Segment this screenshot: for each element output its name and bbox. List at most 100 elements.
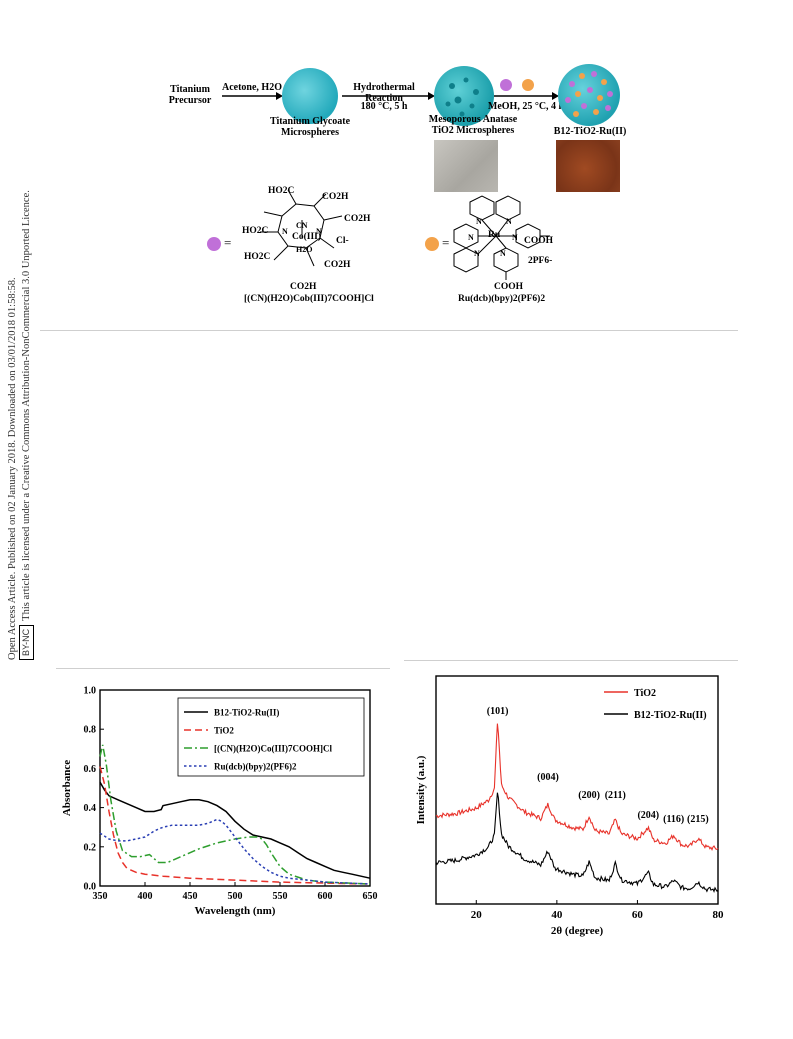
arrow-2 <box>342 92 435 100</box>
ru-n-4: N <box>512 233 518 242</box>
ru-n-2: N <box>506 217 512 226</box>
xrd-xtick-label: 20 <box>471 909 483 921</box>
uv-xtick-label: 550 <box>273 891 288 902</box>
cob-name: [(CN)(H2O)Cob(III)7COOH]Cl <box>244 294 374 304</box>
xrd-legend-label-1: B12-TiO2-Ru(II) <box>634 710 707 721</box>
glycoate-sphere <box>282 68 338 124</box>
xrd-xtick-label: 40 <box>551 909 563 921</box>
xrd-legend-label-0: TiO2 <box>634 688 656 699</box>
product-sphere <box>558 64 620 126</box>
arrow-3 <box>494 92 559 100</box>
precursor-label: Titanium Precursor <box>168 84 212 106</box>
ru-equals: = <box>442 235 450 250</box>
step3-label: MeOH, 25 °C, 4 h <box>487 101 565 112</box>
uv-legend-label-0: B12-TiO2-Ru(II) <box>214 708 279 718</box>
uv-yaxis-label: Absorbance <box>61 760 73 816</box>
uv-xtick-label: 350 <box>93 891 108 902</box>
xrd-peak-label: (215) <box>687 814 709 825</box>
xrd-peak-label: (116) <box>663 814 684 825</box>
cob-group-2: CO2H <box>322 192 349 202</box>
scheme-divider <box>40 330 738 331</box>
ru-pf6: 2PF6- <box>528 256 553 266</box>
uv-legend-label-3: Ru(dcb)(bpy)2(PF6)2 <box>214 762 297 772</box>
uv-ytick-label: 0.6 <box>84 764 97 775</box>
arrow-1 <box>222 92 283 100</box>
uv-ytick-label: 0.8 <box>84 725 97 736</box>
product-powder-photo <box>556 140 620 192</box>
cob-cn: CN <box>296 221 308 230</box>
left-column-divider <box>56 668 390 669</box>
ru-cooh-1: COOH <box>524 236 554 246</box>
uv-vis-chart: 350 400 450 500 550 600 650 0.0 0.2 0.4 0.6 0.8 1.0 W… <box>61 686 378 918</box>
dye-spheres <box>500 79 534 91</box>
cob-group-3: CO2H <box>344 214 371 224</box>
cob-chloride: Cl- <box>336 236 349 246</box>
cob-equals: = <box>224 235 232 250</box>
cc-badge[interactable]: BY-NC <box>19 624 34 660</box>
uv-xtick-label: 500 <box>228 891 243 902</box>
ru-n-1: N <box>476 217 482 226</box>
uv-plot-area: 350 400 450 500 550 600 650 0.0 0.2 0.4 0.6 0.8 1.0 W… <box>61 686 378 918</box>
ru-complex-structure <box>453 195 550 280</box>
uv-legend-label-2: [(CN)(H2O)Co(III)7COOH]Cl <box>214 744 332 754</box>
right-column-divider <box>404 660 738 661</box>
xrd-xaxis-label: 2θ (degree) <box>551 925 604 937</box>
ru-cooh-2: COOH <box>494 282 524 292</box>
uv-ytick-label: 1.0 <box>84 686 97 697</box>
ru-metal: Ru <box>488 230 501 240</box>
tio2-powder-photo <box>434 140 498 192</box>
uv-ytick-label: 0.4 <box>84 803 97 814</box>
cob-group-5: CO2H <box>324 260 351 270</box>
cob-n-1: N <box>282 227 288 236</box>
uv-ytick-label: 0.2 <box>84 842 97 853</box>
xrd-peak-label: (200) <box>578 790 600 801</box>
xrd-series-line-0 <box>435 723 719 851</box>
uv-legend-label-1: TiO2 <box>214 726 234 736</box>
ru-n-3: N <box>468 233 474 242</box>
uv-xtick-label: 400 <box>138 891 153 902</box>
cob-group-1: HO2C <box>268 186 295 196</box>
cob-group-6: HO2C <box>244 252 271 262</box>
published-line: Open Access Article. Published on 02 Jan… <box>7 277 18 660</box>
uv-xtick-label: 450 <box>183 891 198 902</box>
step2-top-label: Hydrothermal Reaction <box>353 82 415 104</box>
glycoate-label: Titanium Glycoate Microspheres <box>269 116 351 138</box>
xrd-xtick-label: 60 <box>632 909 644 921</box>
license-line[interactable]: This article is licensed under a Creativ… <box>21 190 32 621</box>
uv-xtick-label: 600 <box>318 891 333 902</box>
uv-xaxis-label: Wavelength (nm) <box>195 905 276 917</box>
cob-h2o: H2O <box>296 245 313 254</box>
cob-metal: Co(III) <box>292 232 322 242</box>
uv-xtick-label: 650 <box>363 891 378 902</box>
uv-series-line-3 <box>99 818 371 885</box>
product-label: B12-TiO2-Ru(II) <box>553 126 627 137</box>
uv-series-line-0 <box>99 781 371 879</box>
license-side-note: Open Access Article. Published on 02 Jan… <box>6 20 34 660</box>
step1-label: Acetone, H2O <box>222 82 282 93</box>
xrd-peak-label: (101) <box>487 706 509 717</box>
uv-legend-box <box>177 697 365 777</box>
xrd-xtick-label: 80 <box>713 909 725 921</box>
ru-n-5: N <box>474 249 480 258</box>
xrd-chart: 20 40 60 80 2θ (degree) Intensity (a.u.) (101)… <box>415 675 725 937</box>
uv-series-line-2 <box>99 744 371 885</box>
cob-n-2: N <box>316 227 322 236</box>
anatase-label: Mesoporous Anatase TiO2 Microspheres <box>428 114 518 136</box>
xrd-yaxis-label: Intensity (a.u.) <box>415 755 427 824</box>
cob-sphere-legend <box>207 237 221 251</box>
xrd-peak-label: (204) <box>637 810 659 821</box>
cobalamin-structure <box>260 189 343 267</box>
anatase-sphere <box>434 66 494 126</box>
step2-bottom-label: 180 °C, 5 h <box>360 101 408 112</box>
ru-name: Ru(dcb)(bpy)2(PF6)2 <box>458 294 546 304</box>
uv-series-line-1 <box>99 766 371 885</box>
xrd-peak-label: (004) <box>537 772 559 783</box>
cob-group-4: HO2C <box>242 226 269 236</box>
xrd-frame <box>435 675 719 905</box>
xrd-series-line-1 <box>435 792 719 894</box>
uv-ytick-label: 0.0 <box>84 882 97 893</box>
xrd-plot-area: 20 40 60 80 2θ (degree) Intensity (a.u.) (101)… <box>415 675 725 937</box>
ru-n-6: N <box>500 249 506 258</box>
xrd-peak-label: (211) <box>605 790 626 801</box>
cob-group-7: CO2H <box>290 282 317 292</box>
